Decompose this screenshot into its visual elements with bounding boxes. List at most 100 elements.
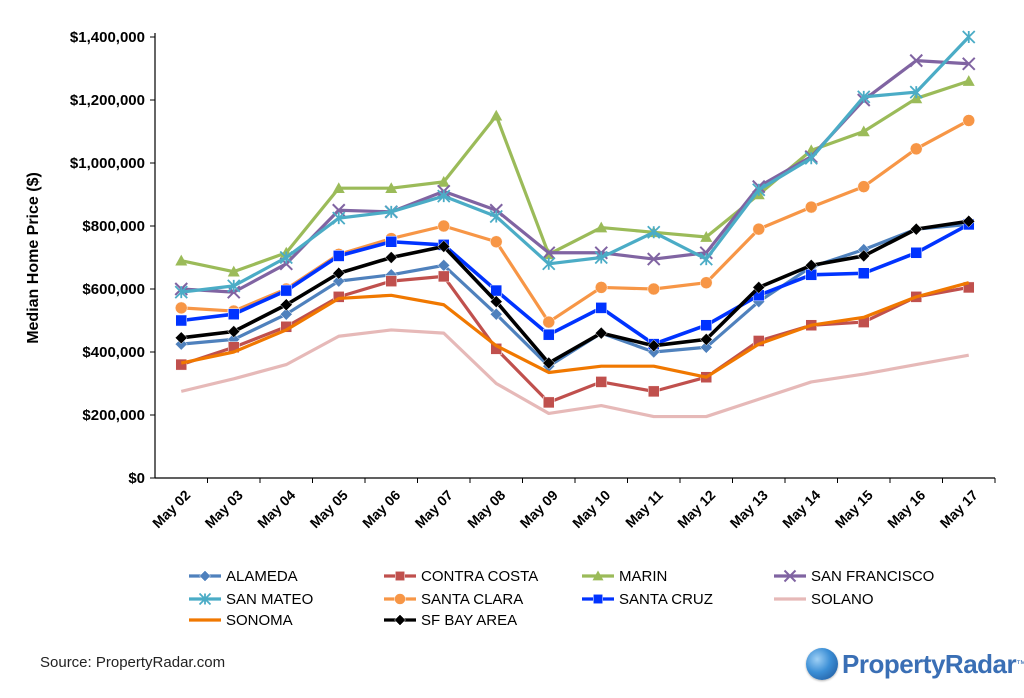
- data-point: [394, 614, 406, 626]
- legend-item: SANTA CRUZ: [582, 591, 713, 608]
- data-point: [857, 90, 871, 104]
- data-point: [595, 221, 608, 233]
- y-tick-label: $200,000: [82, 407, 145, 424]
- legend-label: SAN MATEO: [226, 591, 313, 608]
- data-point: [542, 356, 556, 370]
- legend-label: SANTA CRUZ: [619, 591, 713, 608]
- x-tick-labels: May 02 May 03 May 04 May 05 May 06 May 07 May …: [149, 487, 981, 531]
- data-point: [699, 252, 713, 266]
- data-point: [595, 376, 608, 388]
- legend: ALAMEDA CONTRA COSTA MARIN SAN FRANCISCO SAN…: [189, 568, 934, 629]
- data-point: [700, 276, 713, 289]
- data-point: [175, 301, 188, 315]
- legend-item: SONOMA: [189, 612, 293, 629]
- data-point: [489, 209, 503, 224]
- data-point: [752, 183, 766, 197]
- data-point: [279, 307, 293, 321]
- data-point: [385, 235, 398, 248]
- data-point: [594, 326, 608, 340]
- series-contra-costa: [175, 270, 975, 409]
- brand-name: PropertyRadar: [842, 648, 1017, 679]
- data-point: [962, 30, 976, 44]
- y-tick-label: $1,000,000: [70, 155, 145, 172]
- legend-label: SF BAY AREA: [421, 612, 517, 629]
- data-point: [542, 315, 555, 329]
- legend-item: SF BAY AREA: [384, 612, 517, 629]
- y-tick-label: $800,000: [82, 218, 145, 235]
- series-santa-cruz: [175, 218, 975, 350]
- series-line: [181, 222, 970, 346]
- data-point: [437, 219, 450, 233]
- data-point: [332, 250, 345, 262]
- data-point: [490, 109, 503, 121]
- legend-label: ALAMEDA: [226, 568, 298, 585]
- x-tick-label: May 11: [622, 487, 666, 531]
- x-tick-label: May 15: [832, 487, 876, 531]
- x-tick-label: May 05: [307, 487, 351, 531]
- legend-item: SANTA CLARA: [384, 591, 523, 608]
- series-line: [180, 281, 970, 379]
- data-point: [279, 250, 293, 265]
- data-point: [752, 281, 766, 294]
- y-tick-labels: $0 $200,000 $400,000 $600,000 $800,000 $1,000…: [70, 29, 145, 487]
- series-line: [181, 35, 970, 294]
- data-point: [174, 285, 188, 299]
- brand-logo: PropertyRadar ™: [806, 646, 1024, 682]
- y-tick-label: $1,400,000: [70, 29, 145, 46]
- x-tick-label: May 08: [464, 487, 508, 531]
- series-line: [180, 79, 970, 274]
- data-point: [175, 358, 188, 371]
- series-solano: [180, 328, 970, 419]
- data-point: [395, 571, 405, 581]
- data-point: [857, 125, 870, 137]
- y-tick-label: $400,000: [82, 344, 145, 361]
- legend-label: MARIN: [619, 568, 667, 585]
- data-point: [394, 593, 406, 605]
- data-point: [384, 251, 398, 264]
- legend-label: CONTRA COSTA: [421, 568, 538, 585]
- data-point: [647, 282, 660, 296]
- series-line: [181, 119, 970, 324]
- data-point: [332, 266, 346, 280]
- x-tick-label: May 07: [412, 487, 456, 531]
- data-point: [699, 340, 713, 354]
- data-point: [592, 570, 604, 581]
- x-tick-label: May 04: [254, 487, 298, 531]
- data-point: [647, 385, 660, 398]
- data-point: [332, 211, 346, 225]
- data-point: [700, 231, 713, 242]
- y-tick-label: $600,000: [82, 281, 145, 298]
- x-tick-label: May 17: [937, 487, 981, 531]
- data-point: [384, 205, 398, 219]
- x-tick-label: May 16: [884, 487, 928, 531]
- x-tick-label: May 12: [674, 487, 718, 531]
- data-point: [700, 319, 713, 332]
- data-point: [490, 284, 503, 297]
- x-tick-label: May 14: [779, 487, 823, 531]
- data-point: [227, 279, 241, 293]
- data-point: [804, 259, 818, 272]
- data-point: [198, 592, 212, 606]
- x-tick-label: May 03: [202, 487, 246, 531]
- data-point: [174, 331, 188, 345]
- source-note: Source: PropertyRadar.com: [40, 654, 226, 671]
- data-point: [962, 75, 975, 86]
- x-tick-label: May 09: [517, 487, 561, 531]
- legend-item: SAN MATEO: [189, 591, 313, 608]
- legend-label: SANTA CLARA: [421, 591, 523, 608]
- data-point: [227, 308, 240, 320]
- data-point: [542, 257, 556, 271]
- data-point: [857, 267, 870, 280]
- data-point: [175, 254, 188, 266]
- y-tick-label: $0: [128, 470, 145, 487]
- legend-item: CONTRA COSTA: [384, 568, 538, 585]
- x-tick-label: May 06: [359, 487, 403, 531]
- data-point: [490, 235, 503, 248]
- data-point: [593, 594, 603, 604]
- series-sonoma: [180, 281, 970, 379]
- data-point: [437, 175, 450, 187]
- globe-icon: [806, 648, 838, 680]
- data-point: [857, 249, 871, 263]
- series-line: [180, 274, 970, 404]
